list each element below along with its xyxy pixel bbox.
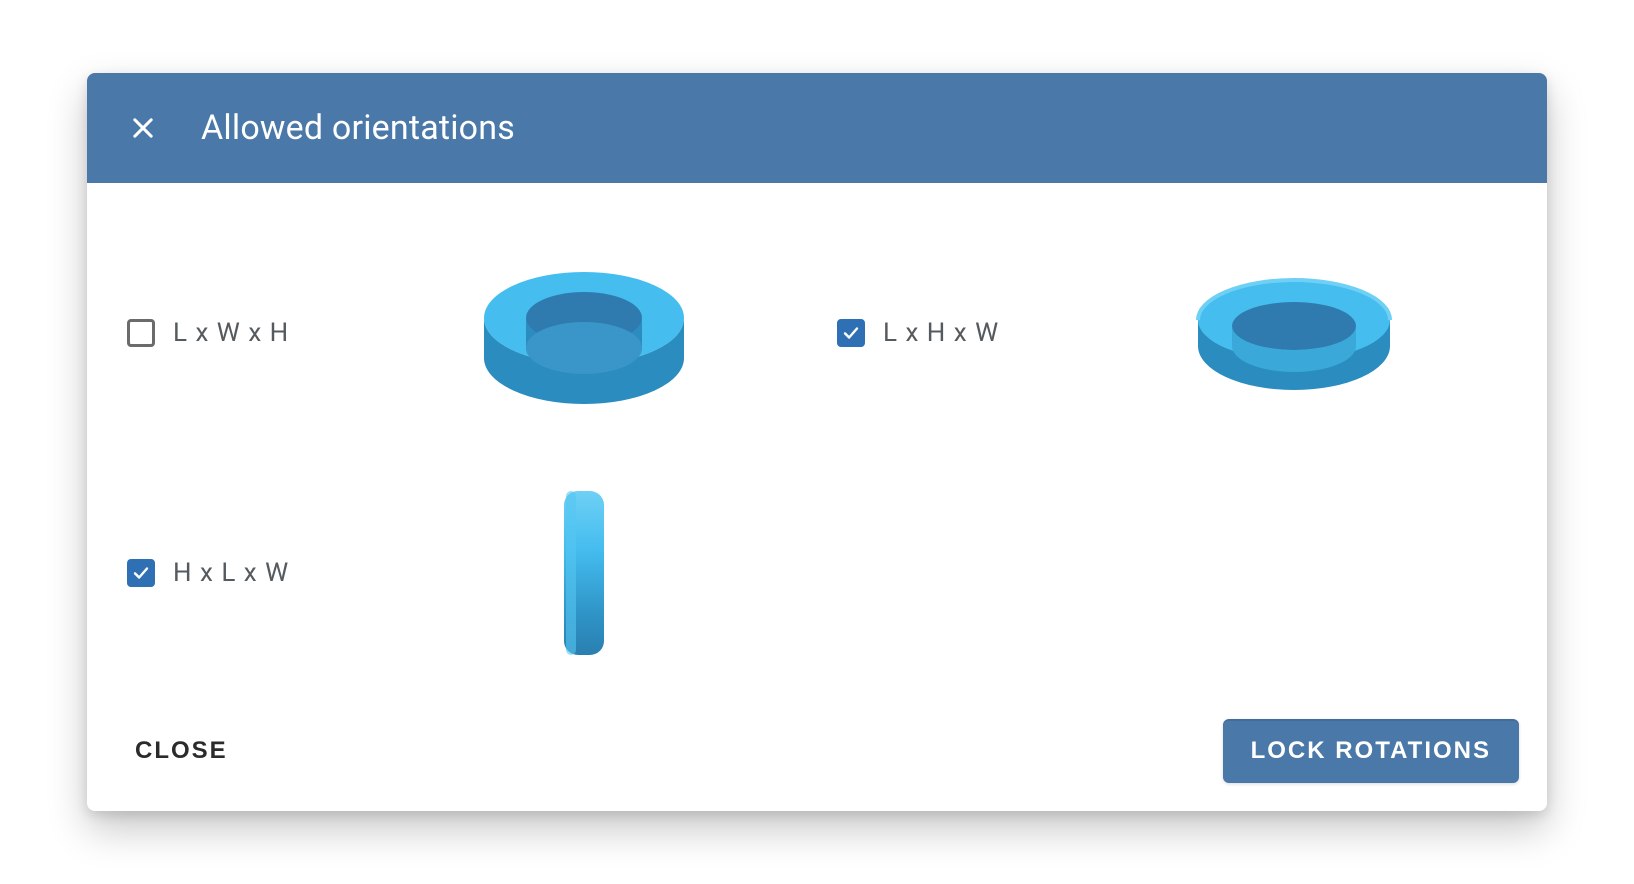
- dialog-header: Allowed orientations: [87, 73, 1547, 183]
- option-label: L x W x H: [173, 318, 353, 348]
- empty-cell: [837, 463, 1507, 683]
- orientation-option-lwh: L x W x H: [127, 223, 797, 443]
- orientation-option-hlw: H x L x W: [127, 463, 797, 683]
- orientation-preview-hlw: [371, 463, 797, 683]
- close-icon[interactable]: [115, 100, 171, 156]
- checkbox-lwh[interactable]: [127, 319, 155, 347]
- dialog-footer: CLOSE LOCK ROTATIONS: [87, 703, 1547, 811]
- option-label: H x L x W: [173, 558, 353, 588]
- checkbox-lhw[interactable]: [837, 319, 865, 347]
- orientation-option-lhw: L x H x W: [837, 223, 1507, 443]
- dialog-title: Allowed orientations: [201, 108, 515, 148]
- option-label: L x H x W: [883, 318, 1063, 348]
- checkbox-hlw[interactable]: [127, 559, 155, 587]
- close-button[interactable]: CLOSE: [127, 725, 236, 777]
- orientation-preview-lwh: [371, 223, 797, 443]
- lock-rotations-button[interactable]: LOCK ROTATIONS: [1223, 719, 1519, 783]
- orientations-dialog: Allowed orientations L x W x H: [87, 73, 1547, 811]
- dialog-body: L x W x H: [87, 183, 1547, 703]
- orientation-preview-lhw: [1081, 223, 1507, 443]
